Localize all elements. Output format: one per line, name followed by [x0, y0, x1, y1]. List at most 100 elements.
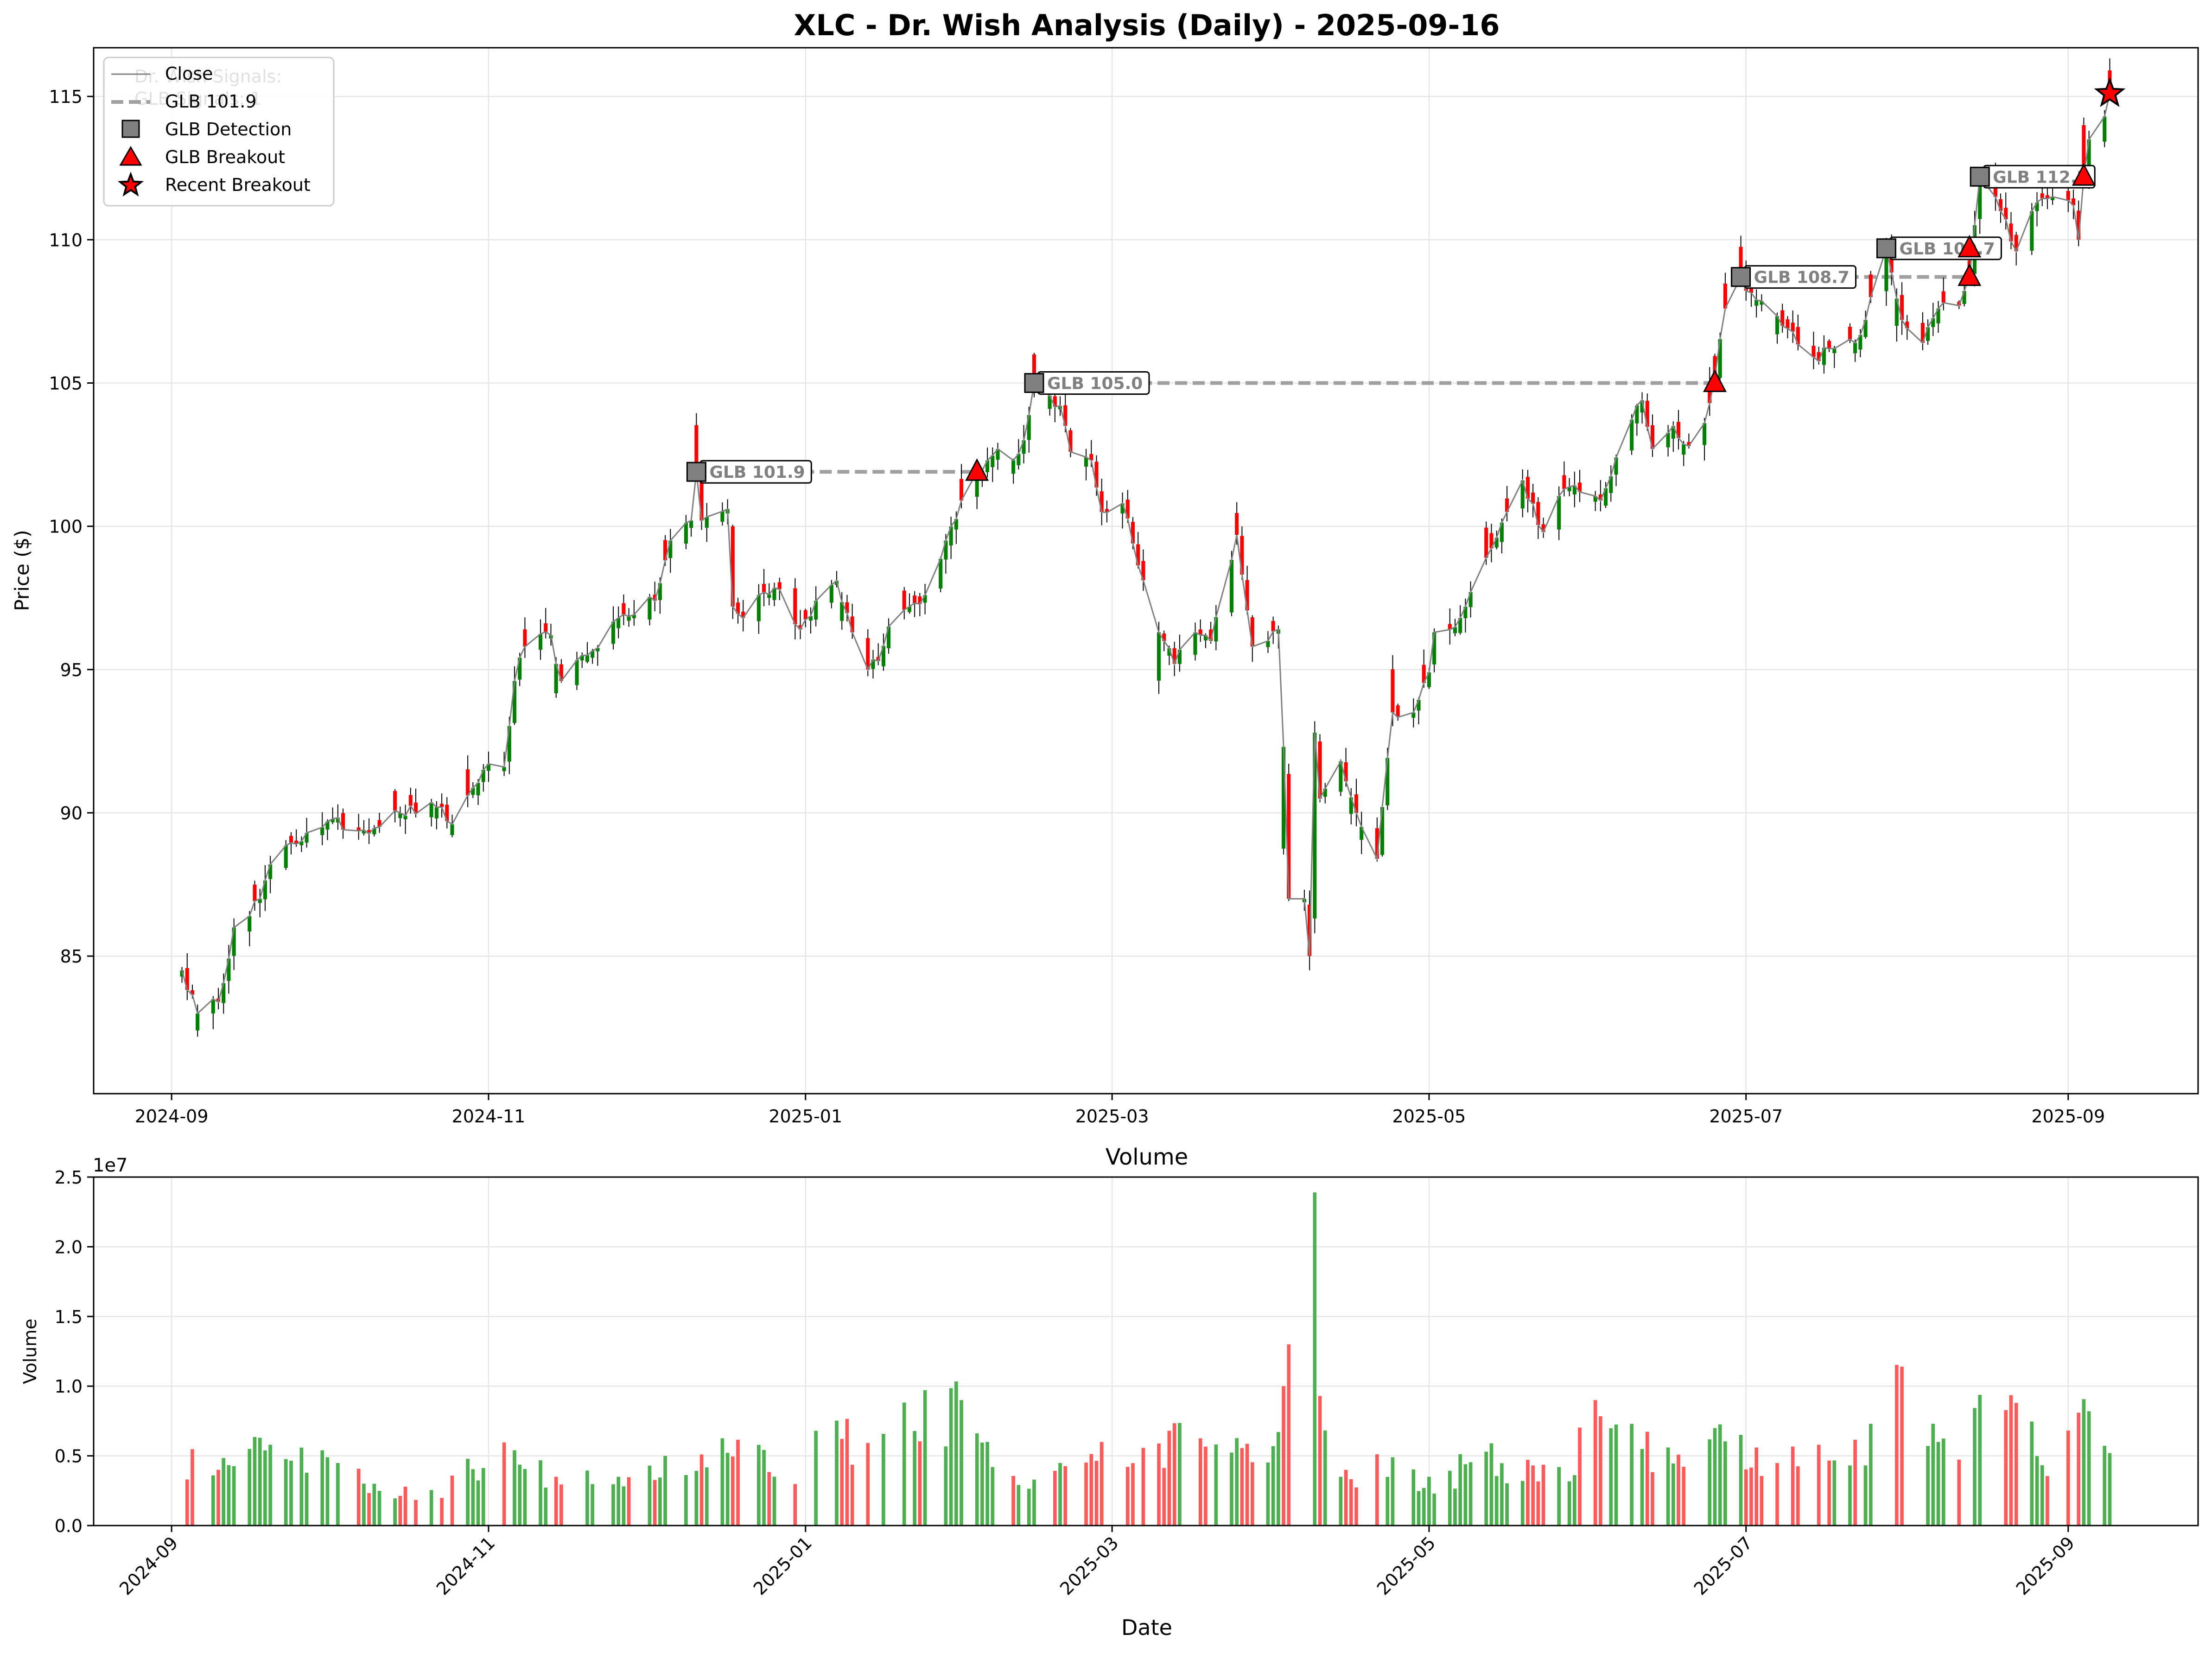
volume-bar: [1178, 1423, 1182, 1526]
volume-bar: [591, 1484, 594, 1526]
volume-bar: [1032, 1479, 1036, 1526]
candle-up: [486, 764, 490, 771]
volume-bar: [850, 1464, 854, 1526]
volume-bar: [2046, 1476, 2049, 1526]
candle-down: [440, 804, 444, 807]
candle-up: [954, 519, 958, 530]
candle-up: [705, 517, 709, 528]
candle-down: [1708, 383, 1712, 403]
legend-close-label: Close: [165, 63, 213, 84]
volume-bar: [1230, 1452, 1233, 1526]
volume-bar: [1754, 1447, 1758, 1526]
candle-down: [408, 795, 413, 806]
volume-bar: [1593, 1400, 1597, 1526]
candle-up: [1167, 648, 1171, 656]
close-line: [181, 93, 2110, 1015]
candle-up: [518, 658, 522, 680]
volume-bar: [398, 1496, 402, 1526]
volume-bar: [1354, 1487, 1358, 1526]
volume-bar: [1094, 1461, 1099, 1526]
candle-down: [1068, 430, 1073, 452]
recent-breakout-marker: [2094, 77, 2126, 107]
glb-detection-marker: [1970, 166, 1990, 187]
candle-up: [320, 827, 324, 836]
volume-x-axis-label: Date: [1121, 1615, 1172, 1640]
candle-down: [393, 791, 397, 811]
candle-down: [1125, 500, 1130, 519]
candle-down: [1172, 648, 1176, 664]
candle-down: [1713, 356, 1717, 378]
candle-up: [1863, 320, 1868, 337]
candle-up: [1926, 327, 1930, 341]
glb-label-text: GLB 101.9: [709, 463, 805, 482]
candle-up: [1858, 335, 1862, 350]
volume-bar: [1614, 1424, 1618, 1526]
candle-up: [1214, 617, 1218, 642]
candle-down: [1354, 794, 1359, 813]
volume-bar: [1271, 1446, 1275, 1526]
volume-bar: [1318, 1396, 1322, 1526]
candle-up: [1557, 496, 1561, 530]
candle-down: [653, 595, 657, 601]
candle-up: [1609, 476, 1613, 493]
candle-up: [1313, 732, 1317, 918]
price-xtick-label: 2025-01: [769, 1106, 842, 1127]
volume-bar: [1978, 1394, 1982, 1526]
candle-down: [2066, 190, 2070, 201]
volume-bar: [1162, 1468, 1166, 1526]
volume-bar: [1531, 1465, 1535, 1526]
volume-bar: [1500, 1463, 1504, 1526]
candle-up: [627, 616, 631, 621]
volume-bar: [539, 1460, 542, 1526]
candle-up: [1323, 788, 1327, 797]
legend-faded-text-1: Dr. Wish Signals:: [134, 66, 282, 87]
volume-bar: [2082, 1399, 2086, 1526]
price-ytick-label: 85: [60, 946, 83, 967]
volume-bar: [414, 1500, 418, 1526]
volume-ytick-label: 2.0: [55, 1237, 83, 1257]
volume-bar: [185, 1479, 189, 1526]
candle-down: [1448, 624, 1452, 630]
candle-down: [2071, 198, 2075, 206]
candle-up: [398, 813, 402, 818]
volume-bar: [1453, 1488, 1457, 1526]
legend-breakout-swatch: [119, 146, 142, 166]
volume-bar: [1417, 1491, 1421, 1526]
candle-down: [1318, 741, 1322, 799]
candle-up: [471, 788, 475, 795]
glb-detection-marker: [686, 462, 706, 482]
volume-bar: [1900, 1367, 1904, 1526]
volume-bar: [1458, 1454, 1462, 1526]
candle-up: [1417, 700, 1421, 711]
volume-bar: [772, 1476, 776, 1526]
volume-bar: [1266, 1462, 1270, 1526]
volume-bar: [2014, 1403, 2018, 1526]
candle-down: [694, 425, 699, 472]
volume-bar: [1645, 1431, 1649, 1526]
candle-up: [887, 627, 891, 648]
volume-bar: [1391, 1457, 1395, 1526]
candle-down: [1240, 536, 1244, 575]
volume-bar: [1100, 1442, 1104, 1526]
candle-down: [803, 610, 807, 620]
candle-up: [336, 817, 340, 823]
volume-bar: [1677, 1454, 1680, 1526]
candle-up: [1411, 712, 1416, 718]
candle-up: [507, 726, 511, 762]
candle-down: [559, 664, 563, 681]
candle-down: [1796, 327, 1800, 345]
candle-up: [1120, 503, 1125, 514]
price-xtick-label: 2025-09: [2031, 1106, 2105, 1127]
price-chart-title: XLC - Dr. Wish Analysis (Daily) - 2025-0…: [794, 8, 1500, 42]
volume-bar: [2087, 1411, 2091, 1526]
candle-up: [720, 511, 725, 522]
volume-bar: [1567, 1481, 1571, 1526]
candle-down: [2082, 125, 2086, 177]
candle-down: [2040, 193, 2044, 198]
candle-up: [248, 916, 252, 932]
candle-down: [1131, 522, 1135, 544]
volume-bar: [367, 1493, 371, 1526]
legend-faded-text-2: GLB Signals: 1: [134, 89, 261, 109]
volume-bar: [466, 1458, 470, 1526]
volume-bar: [705, 1467, 709, 1526]
